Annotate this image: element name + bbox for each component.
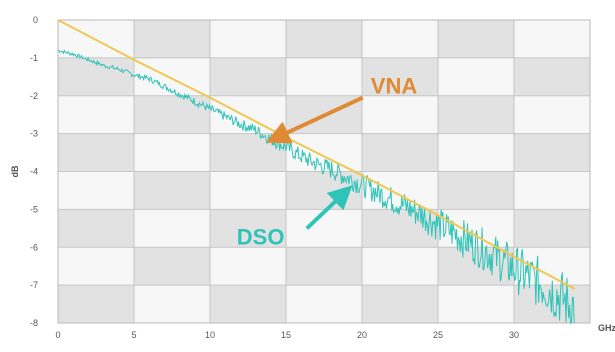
grid-cell [58,247,134,286]
grid-cell [286,57,362,96]
x-axis-label: GHz [598,323,615,333]
grid-cell [134,133,210,172]
x-tick-label: 0 [55,330,60,340]
grid-cell [210,247,286,286]
x-tick-label: 30 [509,330,519,340]
grid-cell [58,133,134,172]
grid-cell [514,209,590,248]
y-axis-label: dB [10,165,20,177]
y-tick-label: -3 [30,129,38,139]
grid-cell [286,20,362,58]
annotation-label: VNA [371,74,418,99]
grid-cell [514,247,590,286]
vna-series-line [57,19,576,290]
grid-cell [58,209,134,248]
annotation-arrow [305,185,353,230]
y-tick-label: -1 [30,53,38,63]
grid-cell [362,247,438,286]
grid-cell [134,209,210,248]
y-tick-label: -7 [30,280,38,290]
grid-cell [438,57,514,96]
grid-cell [134,285,210,323]
grid-cell [286,209,362,248]
grid-cell [514,95,590,134]
y-tick-label: 0 [33,15,38,25]
grid-cell [134,20,210,58]
annotation-label: DSO [237,224,285,249]
annotation-arrow [265,95,364,144]
grid-cell [134,247,210,286]
grid-cell [438,133,514,172]
y-tick-label: -6 [30,242,38,252]
grid-cell [362,171,438,210]
grid-cell [362,20,438,58]
series-layer [57,19,576,324]
dso-series-line [58,49,575,324]
tick-labels: 0 5 10 15 20 25 30 0 -1 -2 -3 -4 -5 -6 -7 -8 [30,15,519,340]
y-tick-label: -4 [30,167,38,177]
grid-cell [210,133,286,172]
x-tick-label: 15 [281,330,291,340]
grid-cell [210,285,286,323]
grid-cell [362,209,438,248]
grid-cell [362,95,438,134]
grid-cell [286,247,362,286]
grid-cell [134,171,210,210]
grid-cell [210,57,286,96]
grid-cell [438,285,514,323]
x-tick-label: 5 [131,330,136,340]
grid-cell [134,95,210,134]
plot-border [57,19,591,324]
x-tick-label: 10 [205,330,215,340]
grid-cell [438,95,514,134]
y-tick-label: -5 [30,204,38,214]
grid-cell [362,57,438,96]
grid-cell [210,20,286,58]
grid-cell [58,285,134,323]
grid-cell [362,133,438,172]
grid-cell [286,285,362,323]
grid-cell [210,171,286,210]
grid-cell [286,171,362,210]
y-tick-label: -8 [30,318,38,328]
grid-cell [514,57,590,96]
x-tick-label: 20 [357,330,367,340]
grid-cell [362,285,438,323]
grid-cell [286,133,362,172]
grid-cell [438,171,514,210]
x-tick-label: 25 [433,330,443,340]
grid-cell [210,209,286,248]
grid-cell [514,133,590,172]
grid-cell [58,95,134,134]
grid-cell [514,20,590,58]
annotations: VNA DSO [237,74,418,250]
grid-cell [58,171,134,210]
grid-cell [438,20,514,58]
y-tick-label: -2 [30,91,38,101]
grid-cell [514,171,590,210]
